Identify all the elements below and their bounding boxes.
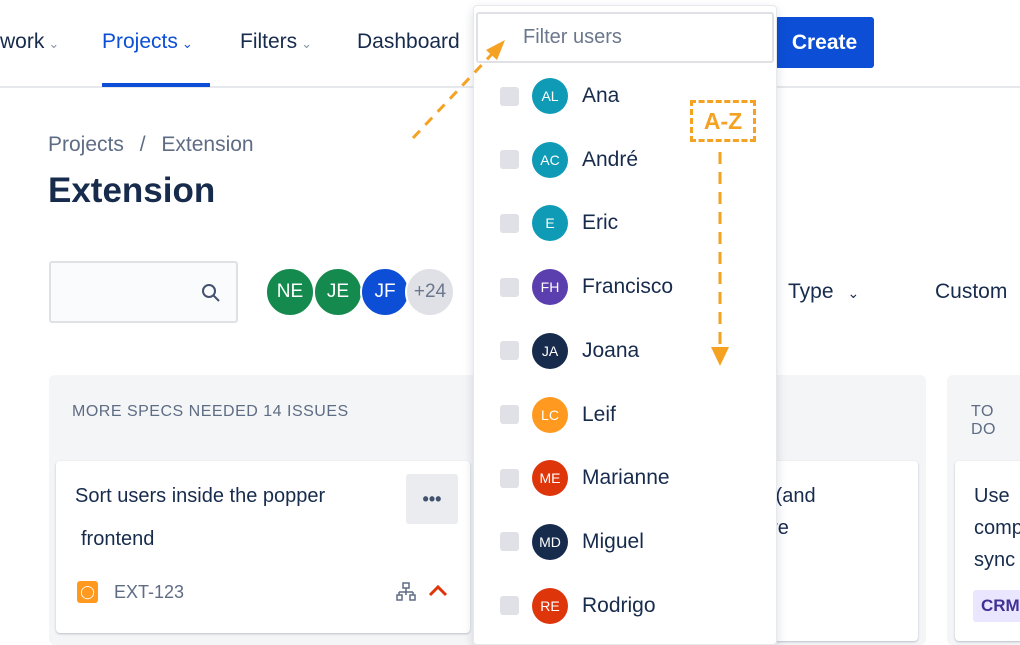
user-option[interactable]: LC Leif (474, 390, 774, 440)
nav-your-work[interactable]: work ⌄ (0, 30, 59, 54)
user-option[interactable]: FH Francisco (474, 262, 774, 312)
user-filter-dropdown (473, 5, 777, 645)
epic-tag: CRM (973, 590, 1020, 622)
breadcrumb-separator: / (139, 133, 146, 156)
user-name: Rodrigo (582, 593, 656, 617)
active-tab-indicator (102, 83, 210, 87)
user-name: Ana (582, 84, 620, 107)
user-avatar: AC (532, 141, 568, 178)
user-checkbox[interactable] (500, 213, 519, 233)
user-checkbox[interactable] (500, 532, 519, 552)
nav-filters[interactable]: Filters ⌄ (240, 30, 312, 54)
chevron-down-icon: ⌄ (847, 285, 860, 301)
issue-card[interactable] (56, 461, 470, 633)
avatar[interactable]: JF (360, 267, 410, 317)
user-checkbox[interactable] (500, 596, 519, 616)
user-option[interactable]: AL Ana (474, 71, 774, 121)
nav-projects[interactable]: Projects ⌄ (102, 30, 193, 54)
more-actions-button[interactable]: ••• (406, 474, 458, 524)
user-checkbox[interactable] (500, 86, 519, 106)
user-avatar: ME (532, 460, 568, 497)
priority-high-icon (428, 584, 448, 597)
page-title: Extension (48, 171, 216, 210)
nav-dashboards[interactable]: Dashboard (357, 30, 460, 54)
search-icon (202, 284, 220, 302)
column-header: TO DO (971, 403, 996, 438)
nav-label: Dashboard (357, 30, 460, 53)
nav-label: Filters (240, 30, 298, 53)
card-title-line3: sync (974, 549, 1016, 571)
subtasks-icon (396, 582, 416, 601)
user-checkbox[interactable] (500, 468, 519, 488)
user-option[interactable]: JA Joana (474, 326, 774, 376)
breadcrumb-projects[interactable]: Projects (48, 133, 124, 156)
user-avatar: FH (532, 269, 568, 306)
type-filter-label: Type (788, 280, 834, 303)
user-option[interactable]: ME Marianne (474, 453, 774, 503)
chevron-down-icon: ⌄ (48, 36, 60, 51)
type-filter[interactable]: Type ⌄ (788, 280, 859, 304)
user-name: André (582, 147, 639, 171)
more-avatars-button[interactable]: +24 (405, 267, 455, 317)
issue-card[interactable] (760, 461, 918, 641)
breadcrumb-extension[interactable]: Extension (161, 133, 254, 156)
card-title: Sort users inside the popper (75, 485, 326, 507)
create-button[interactable]: Create (775, 17, 874, 68)
user-option[interactable]: AC André (474, 135, 774, 185)
nav-label: Projects (102, 30, 178, 53)
chevron-down-icon: ⌄ (181, 36, 193, 51)
board-search-input[interactable] (49, 261, 238, 323)
user-avatar: MD (532, 523, 568, 560)
user-avatar: RE (532, 587, 568, 624)
custom-filter[interactable]: Custom (935, 280, 1008, 303)
issue-key[interactable]: EXT-123 (114, 582, 185, 602)
user-name: Miguel (582, 529, 644, 553)
avatar[interactable]: NE (265, 267, 315, 317)
user-name: Joana (582, 338, 640, 362)
user-checkbox[interactable] (500, 341, 519, 361)
sort-annotation-label: A-Z (690, 100, 756, 142)
user-option[interactable]: MD Miguel (474, 517, 774, 567)
column-header: MORE SPECS NEEDED 14 ISSUES (72, 403, 349, 420)
user-name: Francisco (582, 275, 674, 299)
user-avatar: E (532, 205, 568, 242)
user-name: Marianne (582, 466, 670, 490)
user-avatar: LC (532, 396, 568, 433)
user-option[interactable]: E Eric (474, 198, 774, 248)
card-title-line2: frontend (81, 528, 155, 550)
card-title-line2: comp (974, 517, 1020, 539)
idea-icon: ◯ (77, 581, 98, 603)
user-name: Leif (582, 402, 616, 426)
user-name: Eric (582, 211, 619, 235)
user-checkbox[interactable] (500, 150, 519, 170)
user-checkbox[interactable] (500, 405, 519, 424)
user-option[interactable]: RE Rodrigo (474, 581, 774, 631)
breadcrumb: Projects / Extension (48, 133, 254, 157)
card-title: Use (974, 485, 1010, 507)
chevron-down-icon: ⌄ (301, 36, 313, 51)
avatar[interactable]: JE (313, 267, 363, 317)
filter-users-input[interactable] (476, 12, 774, 63)
nav-label: work (0, 30, 45, 53)
user-checkbox[interactable] (500, 277, 519, 297)
user-avatar: AL (532, 78, 568, 114)
user-avatar: JA (532, 332, 568, 369)
